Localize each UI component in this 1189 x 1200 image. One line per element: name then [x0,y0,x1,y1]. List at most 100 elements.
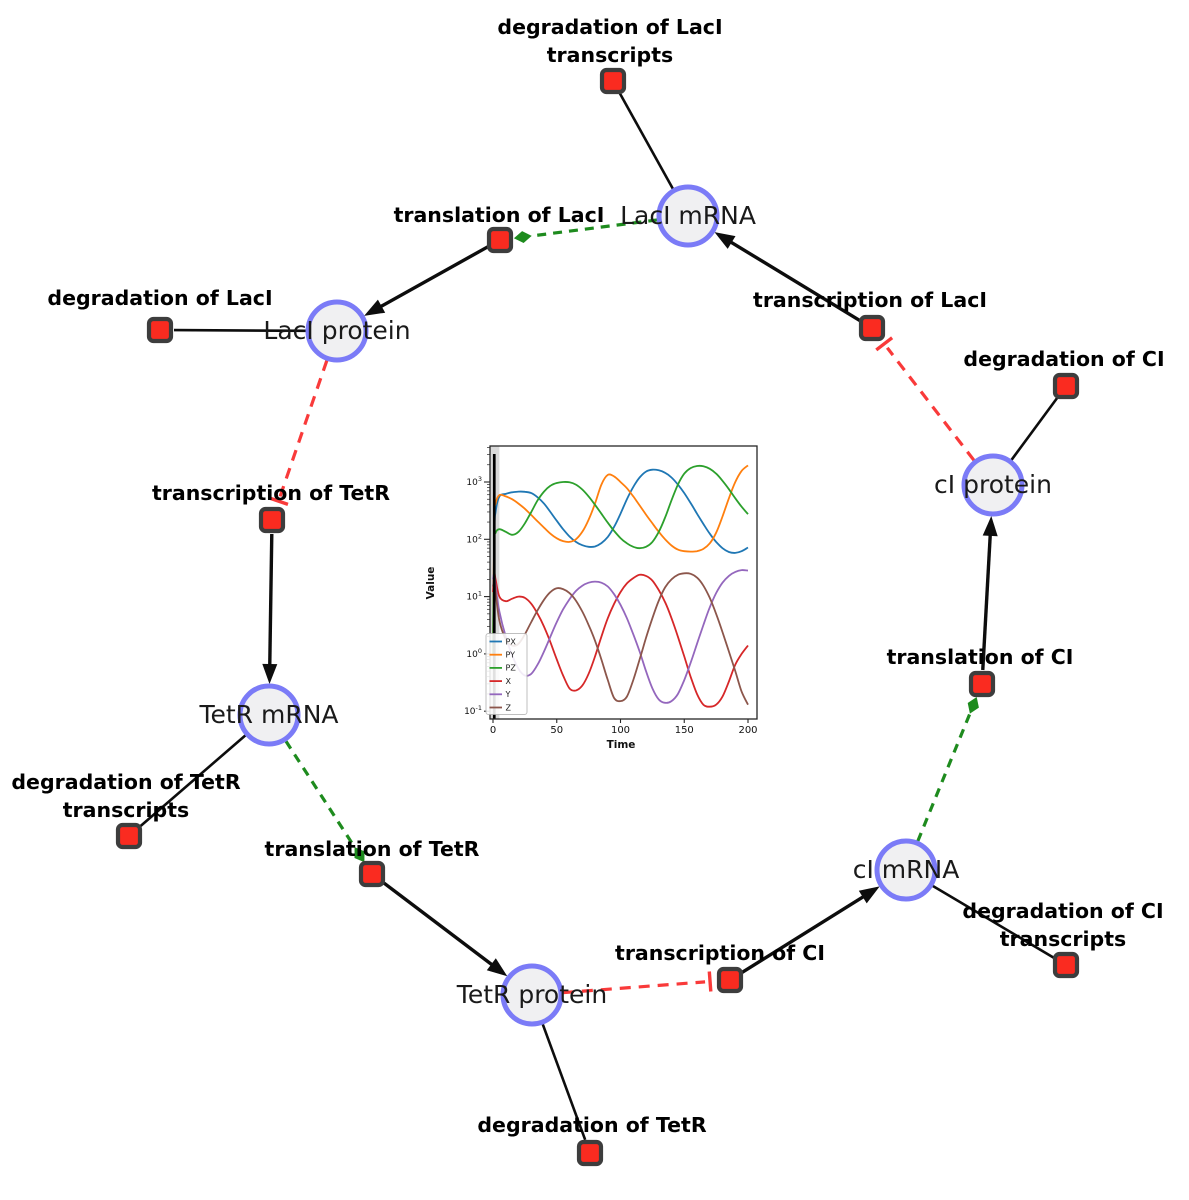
reaction-label: degradation of CI [963,347,1164,371]
x-tick-label: 50 [550,725,563,736]
labels-layer: LacI mRNA LacI protein cI protein TetR mRNA… [11,15,1164,1137]
arrowhead-icon [364,299,386,316]
modifier-diamond-icon [513,231,532,243]
legend-entry-Z: Z [489,703,512,712]
reaction-node-transl_laci[interactable] [486,226,514,254]
reaction-square[interactable] [115,822,143,850]
legend-entry-label: X [506,677,512,686]
edge-transc_laci-laci_mrna [714,232,861,323]
edge-laci_mrna-transl_laci [513,218,658,243]
legend-entry-PZ: PZ [489,664,517,673]
reaction-label: transcription of CI [615,941,825,965]
species-circle[interactable] [305,299,369,363]
reaction-square[interactable] [258,506,286,534]
edge-tetr_protein-transc_ci [562,971,713,995]
x-tick-label: 100 [611,725,630,736]
inhibition-tbar-icon [268,496,289,506]
modifier-diamond-icon [967,697,979,714]
legend-entry-X: X [489,677,512,686]
reaction-square[interactable] [716,966,744,994]
legend-entry-PY: PY [489,651,515,660]
reaction-node-transl_ci[interactable] [968,670,996,698]
series-X-line [492,572,749,708]
reaction-node-deg_tetr[interactable] [576,1139,604,1167]
arrowhead-icon [486,958,508,977]
reaction-square[interactable] [1052,951,1080,979]
reaction-node-deg_ci[interactable] [1052,372,1080,400]
legend-entry-label: PX [506,637,517,646]
reaction-node-transc_ci[interactable] [716,966,744,994]
reaction-node-deg_tetr_tx[interactable] [115,822,143,850]
reaction-square[interactable] [146,316,174,344]
edge-tetr_mrna-deg_tetr_tx [138,734,247,828]
legend-entry-label: PZ [506,664,517,673]
reaction-square[interactable] [858,314,886,342]
legend-entry-label: Z [506,703,512,712]
species-node-laci_mrna[interactable] [656,184,720,248]
legend-entry-label: Y [505,690,511,699]
reaction-square[interactable] [968,670,996,698]
reaction-label: transcription of LacI [753,288,987,312]
plot-frame [489,445,758,720]
reaction-label: degradation of LacI transcripts [497,15,722,67]
nodes-layer [115,67,1080,1167]
y-axis-label: Value [425,567,437,600]
reaction-label: transcription of TetR [152,481,390,505]
edge-transc_ci-ci_mrna [740,886,880,975]
species-circle[interactable] [874,838,938,902]
edge-laci_mrna-deg_laci_tx [618,92,675,190]
reaction-node-deg_laci_tx[interactable] [599,67,627,95]
y-tick-label: 103 [466,475,482,488]
modifier-diamond-icon [354,847,365,863]
plot-area [490,446,757,719]
species-node-ci_mrna[interactable] [874,838,938,902]
legend-entry-PX: PX [489,637,517,646]
species-circle[interactable] [656,184,720,248]
species-label: cI protein [934,470,1052,499]
reaction-square[interactable] [599,67,627,95]
species-circle[interactable] [961,453,1025,517]
reaction-square[interactable] [1052,372,1080,400]
edge-ci_mrna-deg_ci_tx [931,884,1055,959]
reaction-label: degradation of CI transcripts [962,899,1163,951]
reaction-square[interactable] [576,1139,604,1167]
edge-tetr_mrna-transl_tetr [284,740,365,863]
reaction-node-deg_laci[interactable] [146,316,174,344]
legend: PX PY PZ XYZ [485,633,528,715]
species-node-tetr_mrna[interactable] [237,683,301,747]
edge-transl_ci-ci_protein [981,516,998,671]
species-circle[interactable] [500,963,564,1027]
reaction-square[interactable] [486,226,514,254]
x-tick-label: 200 [738,725,757,736]
series-PY-line [492,464,749,654]
edge-tetr_protein-deg_tetr [541,1023,587,1141]
edge-ci_protein-transc_laci [875,336,976,462]
arrowhead-icon [714,232,736,249]
species-label: TetR mRNA [198,700,338,729]
species-node-tetr_protein[interactable] [500,963,564,1027]
species-label: LacI protein [263,316,410,345]
species-node-laci_protein[interactable] [305,299,369,363]
edge-transl_laci-laci_protein [364,245,489,316]
edge-ci_mrna-transl_ci [916,697,979,842]
species-circle[interactable] [237,683,301,747]
reaction-square[interactable] [358,860,386,888]
reaction-label: translation of TetR [265,837,480,861]
y-tick-label: 102 [466,532,482,545]
reaction-node-transc_laci[interactable] [858,314,886,342]
x-axis-label: Time [607,739,636,751]
species-node-ci_protein[interactable] [961,453,1025,517]
species-label: TetR protein [456,980,607,1009]
reaction-node-transc_tetr[interactable] [258,506,286,534]
arrowhead-icon [262,663,278,684]
edge-laci_protein-deg_laci [173,328,307,333]
reaction-node-deg_ci_tx[interactable] [1052,951,1080,979]
series-PZ-line [492,464,749,654]
reaction-label: translation of CI [887,645,1074,669]
chart-inset: 0 50 100 150 20010-1100101102103TimeValuePXP… [425,445,758,751]
arrowhead-icon [982,516,998,537]
edge-ci_protein-deg_ci [1010,396,1059,461]
species-label: LacI mRNA [620,201,756,230]
reaction-node-transl_tetr[interactable] [358,860,386,888]
